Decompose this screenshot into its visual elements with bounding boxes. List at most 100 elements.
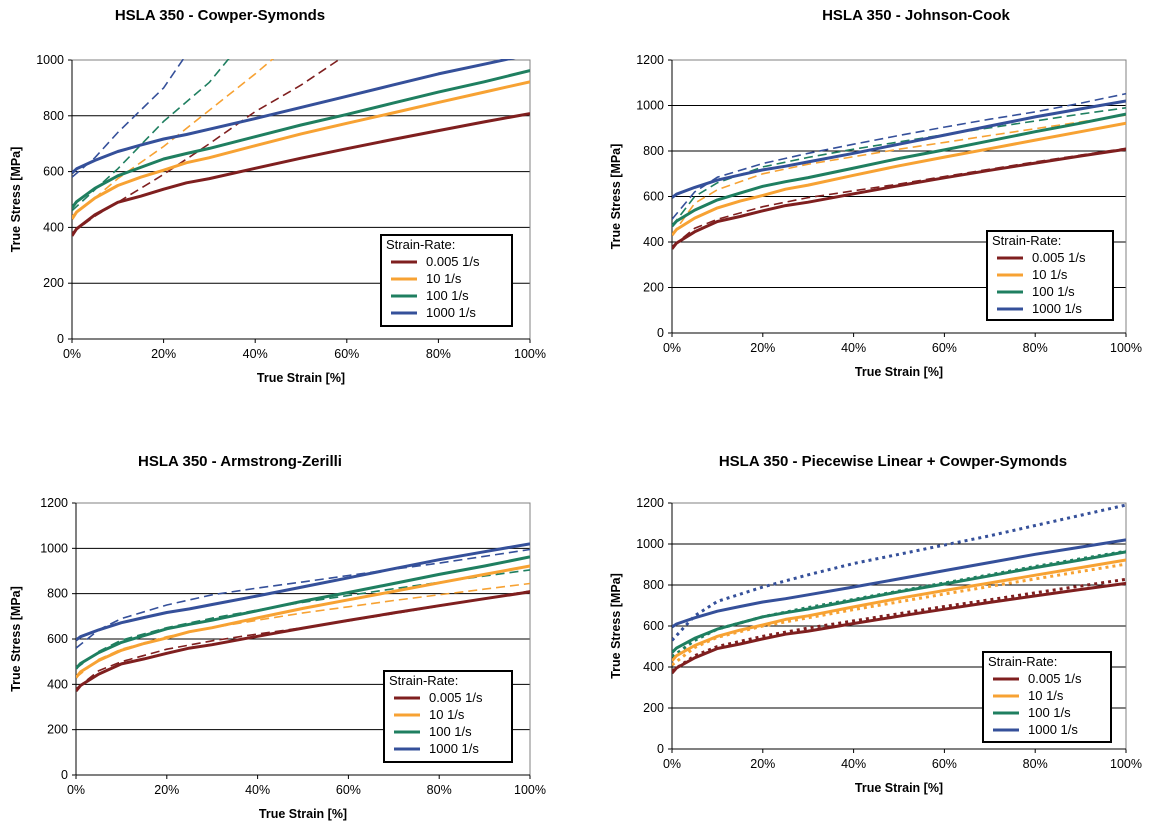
legend-title: Strain-Rate: [389,673,458,688]
y-tick-label: 1000 [40,541,68,555]
series-line-1000-1-s [72,59,516,175]
legend-entry: 0.005 1/s [426,254,480,269]
y-tick-label: 400 [43,220,64,234]
x-tick-label: 60% [334,347,359,361]
chart-title: HSLA 350 - Johnson-Cook [822,7,1010,24]
legend-entry: 100 1/s [426,288,469,303]
legend-entry: 100 1/s [429,724,472,739]
x-tick-label: 60% [932,757,957,771]
legend-entry: 100 1/s [1032,284,1075,299]
x-tick-label: 80% [1023,341,1048,355]
y-tick-label: 800 [643,144,664,158]
legend-entry: 0.005 1/s [1028,671,1082,686]
series-line-10-1-s [672,558,1126,662]
legend-entry: 0.005 1/s [1032,250,1086,265]
chart-title: HSLA 350 - Cowper-Symonds [115,7,325,24]
x-tick-label: 0% [63,347,81,361]
model-line-s10 [672,114,1126,236]
legend: Strain-Rate: 0.005 1/s 10 1/s 100 1/s 1000 1… [383,670,513,763]
y-tick-label: 1000 [636,537,664,551]
x-tick-label: 0% [67,783,85,797]
model-line-s100 [672,107,1126,227]
x-tick-label: 40% [245,783,270,797]
y-tick-label: 800 [43,109,64,123]
y-tick-label: 1200 [636,53,664,67]
x-tick-label: 20% [750,757,775,771]
series-line-100-1-s [672,550,1126,654]
x-tick-label: 80% [427,783,452,797]
y-tick-label: 600 [643,619,664,633]
x-tick-label: 100% [514,347,546,361]
series-line-0-005-1-s [72,112,530,237]
legend-entry: 10 1/s [1028,688,1064,703]
y-axis-label: True Stress [MPa] [609,144,623,250]
y-tick-label: 0 [57,332,64,346]
y-tick-label: 800 [47,587,68,601]
legend-title: Strain-Rate: [386,237,455,252]
legend-entry: 10 1/s [429,707,465,722]
x-tick-label: 20% [151,347,176,361]
x-tick-label: 20% [750,341,775,355]
y-tick-label: 1200 [636,496,664,510]
y-axis-label: True Stress [MPa] [9,586,23,692]
x-axis-label: True Strain [%] [259,807,347,821]
legend-entry: 100 1/s [1028,705,1071,720]
y-tick-label: 600 [47,632,68,646]
x-tick-label: 80% [1023,757,1048,771]
legend-entry: 0.005 1/s [429,690,483,705]
model-line-s100 [76,569,530,670]
y-tick-label: 1000 [636,99,664,113]
x-tick-label: 100% [1110,341,1142,355]
y-tick-label: 800 [643,578,664,592]
x-tick-label: 40% [243,347,268,361]
series-line-100-1-s [76,555,530,670]
y-tick-label: 600 [43,165,64,179]
y-tick-label: 600 [643,190,664,204]
x-tick-label: 60% [336,783,361,797]
x-axis-label: True Strain [%] [855,781,943,795]
legend-entry: 1000 1/s [1032,301,1082,316]
legend-entry: 1000 1/s [429,741,479,756]
model-line-s1000 [76,548,530,649]
series-line-10-1-s [72,80,530,220]
y-tick-label: 200 [643,281,664,295]
legend-entry: 10 1/s [1032,267,1068,282]
legend: Strain-Rate: 0.005 1/s 10 1/s 100 1/s 1000 1… [380,234,513,327]
model-line-s10 [76,582,530,679]
legend-entry: 1000 1/s [1028,722,1078,737]
y-tick-label: 0 [61,768,68,782]
x-tick-label: 60% [932,341,957,355]
x-tick-label: 100% [514,783,546,797]
series-group [672,503,1126,675]
series-group [672,92,1126,250]
series-line-1000-1-s [672,538,1126,629]
x-tick-label: 100% [1110,757,1142,771]
y-tick-label: 1200 [40,496,68,510]
y-tick-label: 200 [643,701,664,715]
y-axis-label: True Stress [MPa] [9,147,23,253]
x-axis-label: True Strain [%] [257,371,345,385]
series-line-100-1-s [72,69,530,209]
y-tick-label: 400 [643,235,664,249]
series-line-1000-1-s [76,542,530,642]
x-axis-label: True Strain [%] [855,365,943,379]
model-line-s100 [672,549,1126,659]
series-line-100-1-s [672,112,1126,228]
legend-entry: 10 1/s [426,271,462,286]
chart-title: HSLA 350 - Armstrong-Zerilli [138,453,342,470]
series-line-10-1-s [672,121,1126,237]
y-tick-label: 200 [43,276,64,290]
series-group [76,542,530,693]
x-tick-label: 0% [663,757,681,771]
y-tick-label: 0 [657,326,664,340]
y-axis-label: True Stress [MPa] [609,573,623,679]
series-line-0-005-1-s [672,147,1126,250]
y-tick-label: 400 [643,660,664,674]
y-tick-label: 1000 [36,53,64,67]
model-line-s1000 [672,92,1126,220]
chart-title: HSLA 350 - Piecewise Linear + Cowper-Sym… [719,453,1067,470]
x-tick-label: 80% [426,347,451,361]
legend: Strain-Rate: 0.005 1/s 10 1/s 100 1/s 1000 1… [982,651,1112,743]
chart-panel-2: HSLA 350 - Johnson-Cook 0 200 400 600 800 1000… [609,7,1142,379]
